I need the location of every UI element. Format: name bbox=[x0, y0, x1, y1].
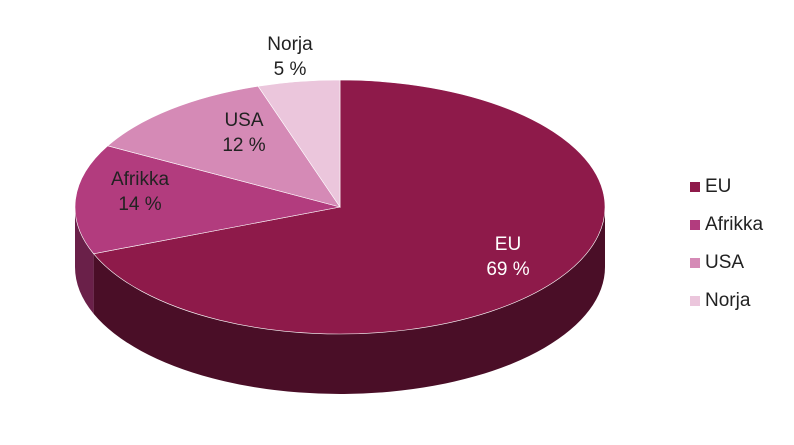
legend: EU Afrikka USA Norja bbox=[690, 168, 763, 320]
pie-slices bbox=[74, 79, 606, 335]
legend-swatch-usa bbox=[690, 258, 700, 268]
legend-item-usa: USA bbox=[690, 244, 763, 282]
slice-value-eu: 69 % bbox=[486, 259, 529, 280]
slice-value-afrikka: 14 % bbox=[118, 194, 161, 215]
slice-value-usa: 12 % bbox=[222, 135, 265, 156]
legend-label-eu: EU bbox=[705, 176, 732, 197]
pie-slice-afrikka bbox=[74, 145, 341, 255]
legend-label-usa: USA bbox=[705, 252, 745, 273]
legend-item-norja: Norja bbox=[690, 282, 763, 320]
pie-sides bbox=[75, 207, 606, 394]
legend-label-norja: Norja bbox=[705, 290, 751, 311]
slice-label-usa: USA bbox=[224, 110, 263, 131]
slice-label-eu: EU bbox=[495, 234, 521, 255]
pie-labels: EU 69 % Afrikka 14 % USA 12 % Norja 5 % bbox=[111, 34, 530, 280]
legend-swatch-afrikka bbox=[690, 220, 700, 230]
pie-side-eu bbox=[93, 207, 606, 394]
slice-label-afrikka: Afrikka bbox=[111, 169, 170, 190]
slice-value-norja: 5 % bbox=[274, 59, 307, 80]
pie-slice-norja bbox=[257, 79, 341, 208]
pie-slice-usa bbox=[107, 85, 341, 208]
legend-swatch-norja bbox=[690, 296, 700, 306]
slice-label-norja: Norja bbox=[267, 34, 313, 55]
pie-side-afrikka bbox=[75, 207, 94, 314]
legend-item-afrikka: Afrikka bbox=[690, 206, 763, 244]
legend-swatch-eu bbox=[690, 182, 700, 192]
pie-slice-eu bbox=[93, 79, 606, 335]
legend-item-eu: EU bbox=[690, 168, 763, 206]
legend-label-afrikka: Afrikka bbox=[705, 214, 764, 235]
